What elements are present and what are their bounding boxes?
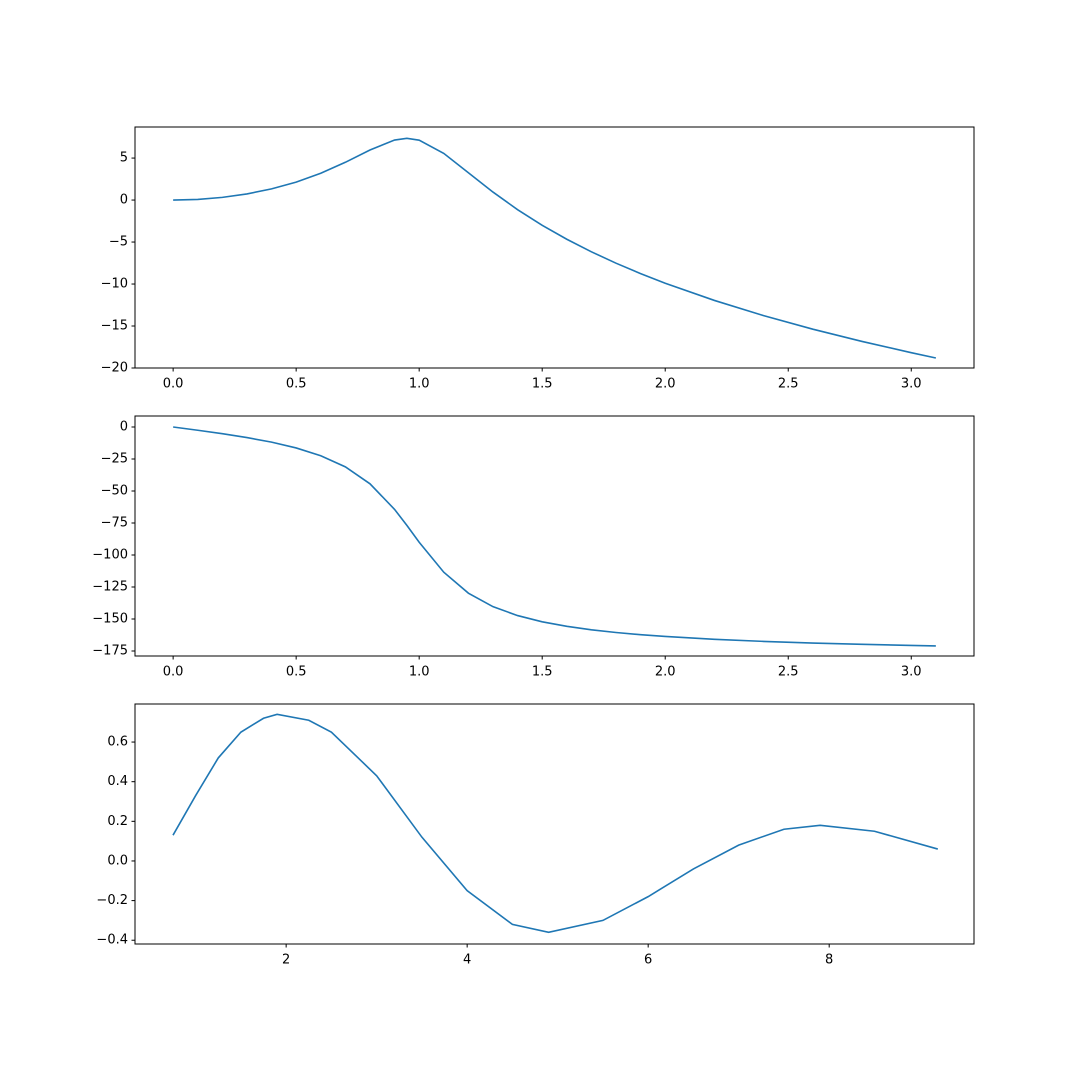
y-tick-label: −125 xyxy=(92,580,128,595)
y-tick-label: −10 xyxy=(101,277,128,292)
y-tick-label: 0.4 xyxy=(107,774,128,789)
y-tick-label: 0.0 xyxy=(107,853,128,868)
line-series xyxy=(173,426,936,647)
y-tick-label: −0.2 xyxy=(96,893,128,908)
y-tick-label: 0 xyxy=(120,420,128,435)
x-tick-label: 0.5 xyxy=(286,665,307,680)
x-tick-label: 2 xyxy=(282,953,290,968)
x-tick-label: 2.5 xyxy=(778,665,799,680)
y-tick-label: −100 xyxy=(92,548,128,563)
y-tick-label: −75 xyxy=(101,516,128,531)
y-tick-label: −50 xyxy=(101,484,128,499)
x-tick-label: 1.0 xyxy=(409,665,430,680)
x-tick-label: 1.5 xyxy=(532,377,553,392)
x-tick-label: 0.5 xyxy=(286,377,307,392)
x-tick-label: 6 xyxy=(644,953,652,968)
x-tick-label: 4 xyxy=(463,953,471,968)
x-tick-label: 1.5 xyxy=(532,665,553,680)
y-tick-label: −20 xyxy=(101,361,128,376)
y-tick-label: −175 xyxy=(92,644,128,659)
y-tick-label: 0 xyxy=(120,193,128,208)
x-tick-label: 8 xyxy=(825,953,833,968)
axes-frame xyxy=(134,703,975,945)
y-tick-label: −5 xyxy=(109,235,128,250)
line-series xyxy=(172,713,939,934)
y-tick-label: −0.4 xyxy=(96,933,128,948)
y-tick-label: −15 xyxy=(101,319,128,334)
y-tick-label: −25 xyxy=(101,452,128,467)
x-tick-label: 2.5 xyxy=(778,377,799,392)
y-tick-label: 0.6 xyxy=(107,735,128,750)
x-tick-label: 2.0 xyxy=(655,377,676,392)
axes-frame xyxy=(134,415,975,657)
y-tick-label: −150 xyxy=(92,612,128,627)
y-tick-label: 5 xyxy=(120,151,128,166)
y-tick-label: 0.2 xyxy=(107,814,128,829)
x-tick-label: 0.0 xyxy=(163,665,184,680)
x-tick-label: 2.0 xyxy=(655,665,676,680)
x-tick-label: 3.0 xyxy=(901,665,922,680)
x-tick-label: 3.0 xyxy=(901,377,922,392)
line-series xyxy=(173,137,937,359)
x-tick-label: 1.0 xyxy=(409,377,430,392)
axes-frame xyxy=(134,126,975,369)
x-tick-label: 0.0 xyxy=(163,377,184,392)
